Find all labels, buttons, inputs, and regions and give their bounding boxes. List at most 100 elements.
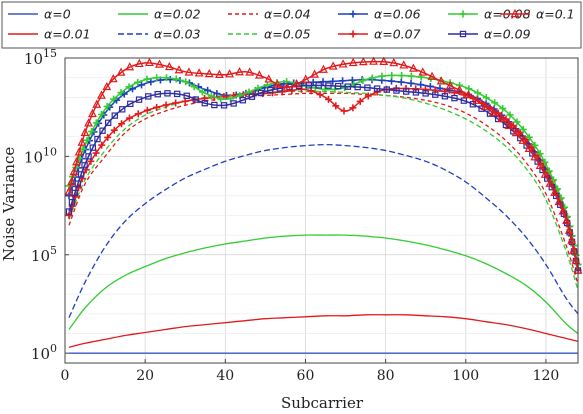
data-point-square [469,101,477,108]
data-point-plus [348,76,356,84]
data-point-plus [319,78,327,86]
legend-label: α=0.1 [536,7,575,22]
data-point-plus [207,92,215,100]
legend-entry: α=0.04 [228,7,311,22]
data-point-plus [190,83,198,91]
data-point-triangle [530,152,540,161]
series-α=0.1 [64,56,583,274]
y-tick-label: 1015 [24,47,57,68]
data-point-square [230,100,237,107]
data-point-triangle [518,135,528,144]
data-point-triangle [215,69,224,78]
data-point-plus [349,10,357,18]
data-point-square [422,90,429,97]
data-point-triangle [436,76,446,85]
data-point-plus [388,71,396,79]
data-point-plus [364,92,372,100]
data-point-triangle [97,90,106,99]
data-point-square [248,93,256,100]
data-point-triangle [282,82,292,91]
data-point-plus [412,85,420,93]
data-point-plus [125,114,133,122]
data-point-triangle [358,56,368,66]
data-point-square [305,82,313,89]
x-tick-label: 100 [452,368,479,384]
legend-label: α=0.07 [374,27,421,42]
data-point-square [373,85,381,92]
legend-entry: α=0.02 [118,7,201,22]
data-point-triangle [338,59,348,68]
data-point-plus [166,76,174,84]
data-point-plus [417,81,425,89]
data-point-triangle [84,118,93,127]
data-point-plus [339,77,347,85]
data-point-plus [92,149,100,157]
data-point-plus [198,88,206,96]
data-point-plus [316,91,324,99]
data-point-plus [213,90,221,98]
data-point-triangle [69,166,79,176]
data-point-triangle [194,68,204,77]
data-point-plus [499,104,507,112]
data-point-triangle [134,58,144,68]
data-point-triangle [108,74,118,83]
data-point-triangle [567,235,577,244]
data-point-plus [98,141,106,149]
data-point-triangle [379,56,389,65]
data-point-plus [368,74,376,82]
series-line [68,87,579,265]
y-tick-exponent: 15 [43,47,57,60]
data-point-square [77,171,85,178]
data-point-plus [531,141,539,149]
x-tick-label: 120 [533,368,560,384]
data-point-plus [65,192,73,200]
data-point-square [119,106,126,113]
data-point-plus [110,126,118,134]
legend-entry: α=0.1 [500,7,575,22]
data-point-plus [92,119,100,127]
data-point-square [145,93,152,100]
data-point-triangle [455,84,464,94]
data-point-square [460,97,468,104]
plot-frame [64,57,579,364]
y-tick-exponent: 10 [43,145,57,158]
data-point-square [135,96,143,103]
data-point-square [99,127,106,134]
data-point-triangle [510,8,520,18]
legend-entry: α=0.06 [338,7,421,22]
data-point-square [192,96,199,103]
data-point-square [239,97,247,104]
data-point-triangle [102,81,112,91]
data-point-triangle [550,187,560,196]
data-point-triangle [472,95,482,104]
y-tick-base: 10 [24,50,43,68]
data-point-triangle [504,120,514,130]
y-tick-base: 10 [24,148,43,166]
data-point-triangle [319,64,328,73]
data-point-triangle [488,107,498,116]
legend-entry: α=0.03 [118,27,201,42]
data-point-triangle [399,60,409,69]
legend-label: α=0.05 [264,27,311,42]
data-point-plus [134,78,142,86]
data-point-square [393,87,400,94]
data-point-plus [125,83,133,91]
data-point-square [315,82,322,89]
y-tick-exponent: 5 [50,244,57,257]
data-point-square [402,88,410,95]
data-point-triangle [328,61,338,70]
data-point-plus [525,133,533,141]
data-point-triangle [564,225,574,234]
data-point-square [127,100,134,108]
data-point-triangle [292,79,302,88]
legend-label: α=0.01 [44,27,91,42]
legend-label: α=0.06 [374,7,421,22]
data-point-plus [117,89,125,97]
legend-box [1,1,582,49]
data-point-plus [83,136,91,144]
data-point-plus [134,110,142,118]
series-α=0.03 [68,143,579,318]
legend-label: α=0.09 [484,27,531,42]
